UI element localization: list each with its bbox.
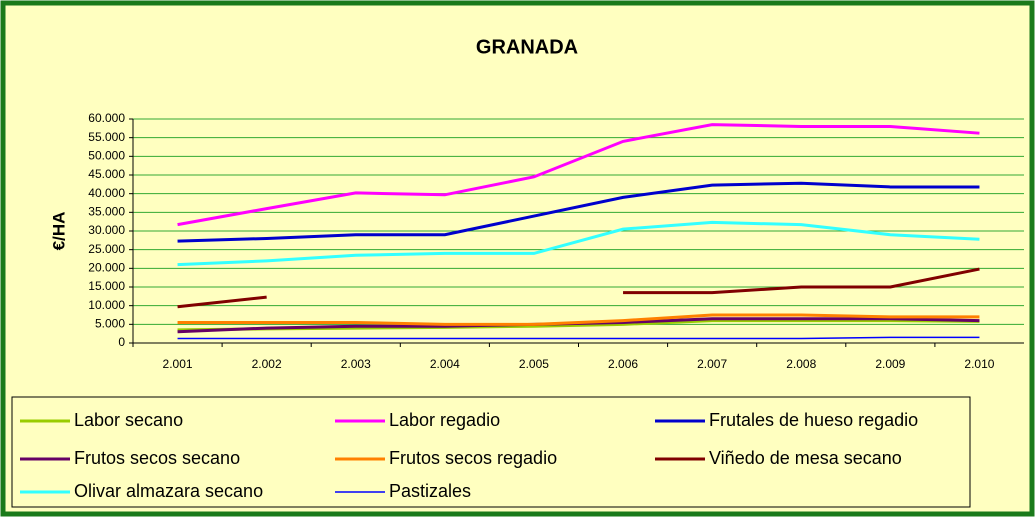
y-tick-label: 40.000	[88, 186, 125, 200]
y-tick-label: 20.000	[88, 261, 125, 275]
legend-label: Viñedo de mesa secano	[709, 448, 902, 468]
series-line	[623, 267, 980, 295]
x-tick-label: 2.002	[252, 357, 282, 371]
x-tick-label: 2.009	[875, 357, 905, 371]
y-tick-label: 0	[118, 335, 125, 349]
series-line	[177, 181, 980, 243]
legend-label: Frutos secos secano	[74, 448, 240, 468]
y-tick-label: 15.000	[88, 279, 125, 293]
y-tick-label: 25.000	[88, 242, 125, 256]
series-line	[177, 313, 980, 326]
legend	[11, 396, 971, 508]
y-tick-label: 10.000	[88, 298, 125, 312]
y-tick-label: 50.000	[88, 149, 125, 163]
chart-title: GRANADA	[476, 36, 578, 58]
legend-label: Frutales de hueso regadio	[709, 410, 918, 430]
series-line	[177, 220, 980, 267]
legend-label: Pastizales	[389, 481, 471, 501]
y-axis-label: €/HA	[49, 212, 68, 251]
series-line	[177, 336, 980, 340]
x-tick-label: 2.006	[608, 357, 638, 371]
x-tick-label: 2.001	[163, 357, 193, 371]
x-tick-label: 2.003	[341, 357, 371, 371]
legend-label: Frutos secos regadio	[389, 448, 557, 468]
y-tick-label: 5.000	[95, 317, 125, 331]
x-tick-label: 2.004	[430, 357, 460, 371]
y-tick-label: 60.000	[88, 111, 125, 125]
legend-label: Olivar almazara secano	[74, 481, 263, 501]
x-tick-label: 2.005	[519, 357, 549, 371]
series-line	[177, 295, 267, 309]
y-tick-label: 45.000	[88, 167, 125, 181]
x-tick-label: 2.008	[786, 357, 816, 371]
x-tick-label: 2.010	[964, 357, 994, 371]
y-tick-label: 35.000	[88, 205, 125, 219]
series-line	[177, 123, 980, 227]
y-tick-label: 55.000	[88, 130, 125, 144]
legend-label: Labor regadio	[389, 410, 500, 430]
legend-label: Labor secano	[74, 410, 183, 430]
y-tick-label: 30.000	[88, 223, 125, 237]
x-tick-label: 2.007	[697, 357, 727, 371]
